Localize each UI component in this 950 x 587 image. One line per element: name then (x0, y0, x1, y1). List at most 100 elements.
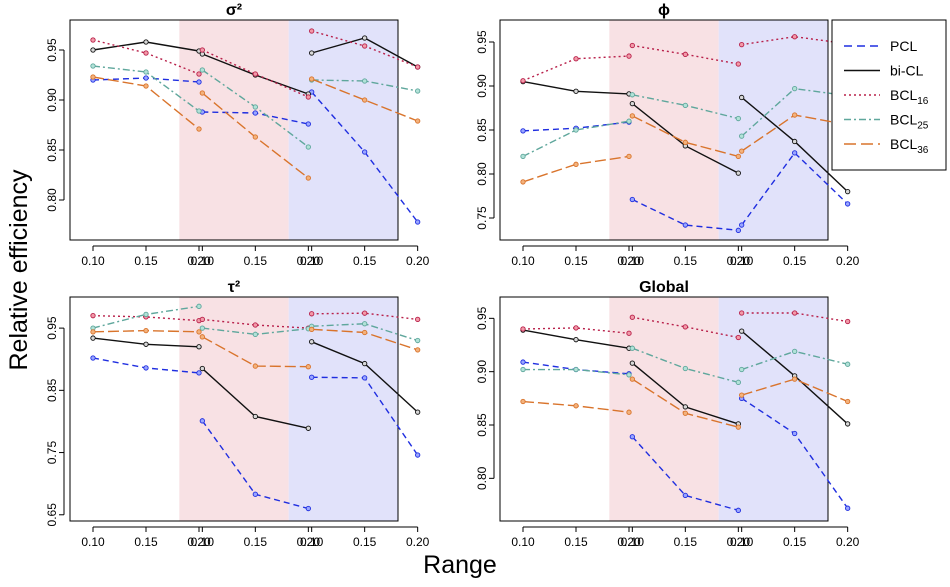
x-tick-label: 0.15 (353, 254, 377, 268)
data-point-BCL36 (252, 134, 258, 140)
panel-title: σ² (226, 2, 242, 19)
data-point-BCL36 (629, 376, 635, 382)
y-axis-label: Relative efficiency (5, 169, 33, 371)
series-line-BCL36 (311, 78, 418, 122)
data-point-PCL (739, 222, 745, 228)
x-tick-label: 0.15 (564, 254, 588, 268)
x-tick-label: 0.20 (406, 535, 430, 549)
data-point-PCL (520, 128, 526, 134)
data-point-BCL16 (252, 71, 258, 77)
data-point-BCL25 (573, 127, 579, 133)
y-tick-label: 0.90 (475, 74, 489, 98)
data-point-BCL36 (305, 175, 311, 181)
data-point-PCL (415, 219, 421, 225)
data-point-BCL16 (309, 311, 315, 317)
data-point-bi-CL (629, 100, 635, 107)
data-point-BCL25 (792, 348, 798, 355)
data-point-BCL25 (143, 311, 149, 318)
region-middle (179, 297, 289, 521)
y-tick-label: 0.80 (45, 188, 59, 212)
data-point-BCL36 (735, 424, 741, 430)
data-point-BCL36 (682, 139, 688, 145)
data-point-BCL16 (739, 310, 745, 316)
data-point-BCL36 (739, 392, 745, 398)
region-middle (609, 20, 719, 240)
data-point-BCL16 (629, 42, 635, 49)
y-tick-label: 0.85 (45, 378, 59, 402)
data-point-BCL16 (362, 43, 368, 49)
data-point-bi-CL (90, 47, 96, 53)
data-point-BCL16 (520, 78, 526, 84)
data-point-BCL36 (415, 118, 421, 124)
data-point-PCL (792, 430, 798, 437)
data-point-BCL25 (626, 372, 632, 378)
data-point-BCL36 (305, 364, 311, 370)
data-point-BCL36 (199, 90, 205, 96)
data-point-BCL16 (415, 316, 421, 323)
data-point-bi-CL (252, 413, 258, 420)
data-point-BCL25 (573, 366, 579, 373)
data-point-BCL36 (309, 76, 315, 82)
x-tick-label: 0.15 (783, 535, 807, 549)
data-point-bi-CL (682, 404, 688, 410)
data-point-BCL25 (845, 361, 851, 367)
data-point-BCL25 (305, 144, 311, 150)
data-point-bi-CL (573, 337, 579, 343)
data-point-BCL16 (309, 28, 315, 34)
x-tick-label: 0.20 (836, 535, 860, 549)
data-point-BCL36 (739, 148, 745, 154)
data-point-BCL36 (90, 329, 96, 335)
x-tick-label: 0.10 (511, 254, 535, 268)
data-point-BCL16 (739, 41, 745, 48)
data-point-BCL36 (573, 403, 579, 409)
plot-frame (499, 296, 829, 522)
series-line-BCL25 (92, 305, 200, 329)
x-tick-label: 0.15 (674, 254, 698, 268)
data-point-BCL16 (199, 47, 205, 53)
x-tick-label: 0.20 (617, 535, 641, 549)
data-point-BCL36 (735, 153, 741, 160)
data-point-BCL16 (520, 326, 526, 332)
data-point-PCL (199, 418, 205, 424)
series-line-BCL36 (632, 115, 739, 158)
region-middle (179, 20, 289, 240)
data-point-BCL25 (682, 365, 688, 372)
y-tick-label: 0.95 (475, 306, 489, 330)
data-point-BCL36 (626, 409, 632, 415)
data-point-BCL16 (682, 51, 688, 57)
series-line-BCL25 (92, 65, 200, 112)
data-point-BCL25 (520, 153, 526, 160)
data-point-BCL16 (845, 318, 851, 325)
data-point-BCL16 (792, 34, 798, 40)
x-tick-label: 0.20 (727, 254, 751, 268)
data-point-BCL16 (90, 313, 96, 319)
x-tick-label: 0.10 (621, 535, 645, 549)
data-point-BCL16 (792, 310, 798, 316)
data-point-bi-CL (90, 335, 96, 341)
data-point-BCL36 (520, 398, 526, 405)
x-tick-label: 0.15 (564, 535, 588, 549)
y-tick-label: 0.75 (475, 206, 489, 230)
data-point-BCL25 (629, 92, 635, 98)
data-point-BCL36 (520, 179, 526, 185)
panel-title: τ² (228, 279, 240, 296)
data-point-BCL16 (252, 322, 258, 328)
x-tick-label: 0.10 (81, 535, 105, 549)
data-point-BCL16 (143, 50, 149, 56)
data-point-BCL16 (629, 314, 635, 320)
series-line-BCL16 (202, 49, 309, 98)
data-point-PCL (309, 374, 315, 380)
data-point-BCL25 (682, 102, 688, 109)
x-tick-label: 0.20 (297, 254, 321, 268)
data-point-bi-CL (629, 360, 635, 366)
data-point-BCL16 (735, 61, 741, 67)
x-tick-label: 0.20 (836, 254, 860, 268)
x-tick-label: 0.10 (621, 254, 645, 268)
x-tick-label: 0.15 (134, 535, 158, 549)
data-point-bi-CL (362, 35, 368, 41)
data-point-BCL36 (252, 363, 258, 369)
data-point-PCL (682, 492, 688, 499)
data-point-bi-CL (739, 328, 745, 334)
data-point-bi-CL (143, 39, 149, 45)
plot-frame (499, 19, 829, 241)
